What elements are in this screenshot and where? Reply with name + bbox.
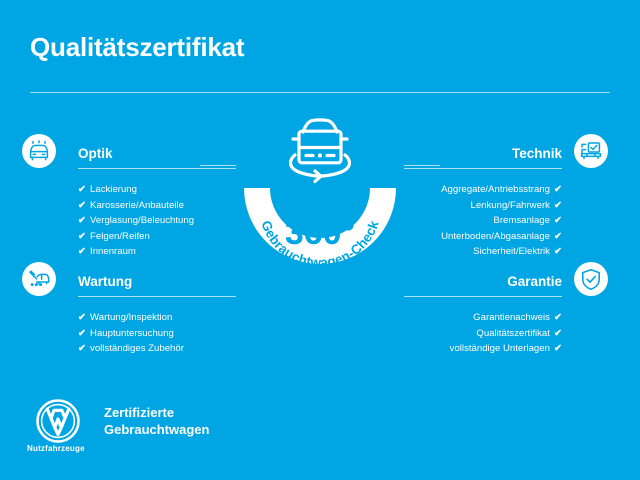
list-item: ✔ vollständiges Zubehör xyxy=(78,341,236,357)
list-item-label: Hauptuntersuchung xyxy=(90,327,174,339)
list-item: ✔ Innenraum xyxy=(78,244,236,260)
list-item: Garantienachweis ✔ xyxy=(404,310,562,326)
shield-check-icon xyxy=(580,268,602,291)
technik-heading-row: Technik xyxy=(404,146,562,172)
list-item: Bremsanlage ✔ xyxy=(404,213,562,229)
garantie-item-list: Garantienachweis ✔ Qualitätszertifikat ✔ v… xyxy=(404,310,562,357)
title-divider xyxy=(30,92,610,93)
list-item: ✔ Karosserie/Anbauteile xyxy=(78,198,236,214)
car-polish-icon xyxy=(27,140,51,162)
footer-tagline-line1: Zertifizierte xyxy=(104,405,175,420)
optik-icon-badge xyxy=(22,134,56,168)
center-dash-left xyxy=(200,165,236,166)
list-item-label: Felgen/Reifen xyxy=(90,230,150,242)
check-icon: ✔ xyxy=(553,343,562,354)
check-icon: ✔ xyxy=(553,312,562,323)
check-icon: ✔ xyxy=(78,327,87,339)
footer-tagline-line2: Gebrauchtwagen xyxy=(104,422,210,437)
technik-item-list: Aggregate/Antriebsstrang ✔ Lenkung/Fahrwe… xyxy=(404,182,562,260)
360-degrees-label: 360° xyxy=(285,214,355,252)
page-title: Qualitätszertifikat xyxy=(30,32,245,62)
check-icon: ✔ xyxy=(553,230,562,242)
list-item: ✔ Hauptuntersuchung xyxy=(78,326,236,342)
list-item: Lenkung/Fahrwerk ✔ xyxy=(404,198,562,214)
check-icon: ✔ xyxy=(78,312,87,323)
list-item-label: Lackierung xyxy=(90,184,137,195)
section-optik: Optik ✔ Lackierung ✔ Karosserie/Anbauteile… xyxy=(78,146,236,260)
list-item-label: Qualitätszertifikat xyxy=(476,327,550,339)
list-item-label: Sicherheit/Elektrik xyxy=(473,246,550,257)
garantie-icon-badge xyxy=(574,262,608,296)
car-service-pen-icon xyxy=(27,268,51,290)
list-item-label: Wartung/Inspektion xyxy=(90,312,173,323)
technik-divider xyxy=(404,168,562,169)
check-icon: ✔ xyxy=(553,215,562,226)
check-icon: ✔ xyxy=(78,215,87,226)
optik-item-list: ✔ Lackierung ✔ Karosserie/Anbauteile ✔ Verg… xyxy=(78,182,236,260)
list-item: vollständige Unterlagen ✔ xyxy=(404,341,562,357)
list-item: ✔ Verglasung/Beleuchtung xyxy=(78,213,236,229)
check-icon: ✔ xyxy=(78,246,87,257)
section-garantie: Garantie Garantienachweis ✔ Qualitätszert… xyxy=(404,274,562,357)
center-dash-right xyxy=(404,165,440,166)
wartung-title: Wartung xyxy=(78,274,133,289)
section-technik: Technik Aggregate/Antriebsstrang ✔ Lenkun… xyxy=(404,146,562,260)
list-item-label: Garantienachweis xyxy=(473,312,550,323)
360-check-badge: 360° Gebrauchtwagen-Check xyxy=(237,108,403,288)
wartung-heading-row: Wartung xyxy=(78,274,236,300)
list-item-label: Lenkung/Fahrwerk xyxy=(470,199,550,211)
list-item-label: Bremsanlage xyxy=(493,215,550,226)
wartung-item-list: ✔ Wartung/Inspektion ✔ Hauptuntersuchung ✔… xyxy=(78,310,236,357)
section-wartung: Wartung ✔ Wartung/Inspektion ✔ Hauptunters… xyxy=(78,274,236,357)
list-item-label: Karosserie/Anbauteile xyxy=(90,199,184,211)
check-icon: ✔ xyxy=(78,199,87,211)
garantie-divider xyxy=(404,296,562,297)
check-icon: ✔ xyxy=(553,327,562,339)
garantie-title: Garantie xyxy=(507,274,562,289)
list-item-label: vollständiges Zubehör xyxy=(90,343,184,354)
list-item-label: Verglasung/Beleuchtung xyxy=(90,215,195,226)
wartung-icon-badge xyxy=(22,262,56,296)
list-item-label: Aggregate/Antriebsstrang xyxy=(441,184,550,195)
optik-divider xyxy=(78,168,236,169)
list-item: Sicherheit/Elektrik ✔ xyxy=(404,244,562,260)
list-item: ✔ Felgen/Reifen xyxy=(78,229,236,245)
list-item: Unterboden/Abgasanlage ✔ xyxy=(404,229,562,245)
optik-title: Optik xyxy=(78,146,113,161)
check-icon: ✔ xyxy=(553,184,562,195)
list-item: Aggregate/Antriebsstrang ✔ xyxy=(404,182,562,198)
list-item: ✔ Lackierung xyxy=(78,182,236,198)
list-item: ✔ Wartung/Inspektion xyxy=(78,310,236,326)
vw-logo-icon xyxy=(30,398,86,454)
technik-title: Technik xyxy=(511,146,562,161)
technik-icon-badge xyxy=(574,134,608,168)
check-icon: ✔ xyxy=(78,343,87,354)
check-icon: ✔ xyxy=(553,246,562,257)
car-checklist-icon xyxy=(579,140,603,162)
logo-subtitle: Nutzfahrzeuge xyxy=(27,444,85,453)
list-item-label: Innenraum xyxy=(90,246,136,257)
check-icon: ✔ xyxy=(553,199,562,211)
check-icon: ✔ xyxy=(78,184,87,195)
check-icon: ✔ xyxy=(78,230,87,242)
list-item-label: vollständige Unterlagen xyxy=(449,343,550,354)
garantie-heading-row: Garantie xyxy=(404,274,562,300)
list-item-label: Unterboden/Abgasanlage xyxy=(441,230,550,242)
wartung-divider xyxy=(78,296,236,297)
footer-tagline: Zertifizierte Gebrauchtwagen xyxy=(104,404,209,438)
360-ring xyxy=(244,187,396,264)
optik-heading-row: Optik xyxy=(78,146,236,172)
car-rotate-360-icon xyxy=(288,118,352,183)
list-item: Qualitätszertifikat ✔ xyxy=(404,326,562,342)
